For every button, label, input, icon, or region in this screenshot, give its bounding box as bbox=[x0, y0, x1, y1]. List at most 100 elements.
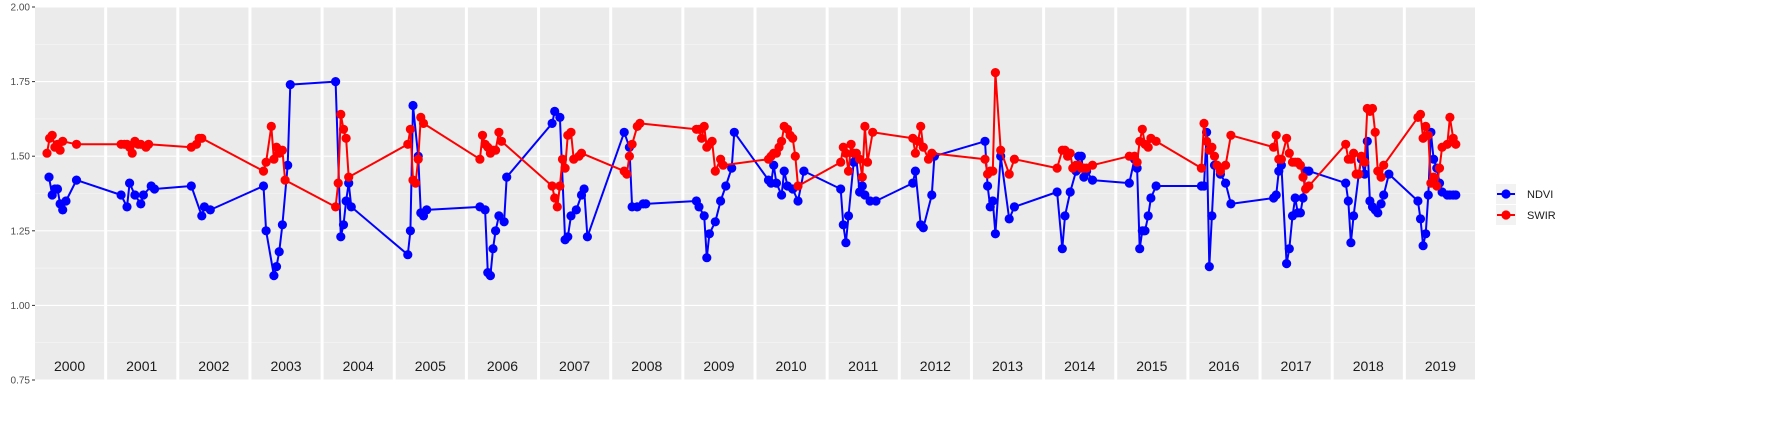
data-point-swir bbox=[496, 136, 507, 146]
data-point-ndvi bbox=[857, 181, 867, 191]
data-point-swir bbox=[576, 148, 587, 158]
data-point-swir bbox=[1137, 124, 1147, 134]
data-point-ndvi bbox=[1204, 262, 1214, 272]
data-point-swir bbox=[1298, 172, 1308, 182]
year-label-2019: 2019 bbox=[1425, 358, 1456, 374]
data-point-ndvi bbox=[1415, 214, 1426, 224]
data-point-swir bbox=[1432, 181, 1442, 191]
data-point-swir bbox=[980, 154, 990, 164]
data-point-ndvi bbox=[1087, 175, 1098, 185]
data-point-ndvi bbox=[1304, 166, 1314, 176]
data-point-swir bbox=[47, 130, 57, 140]
data-point-ndvi bbox=[836, 184, 846, 194]
data-point-swir bbox=[333, 178, 343, 188]
data-point-swir bbox=[552, 202, 562, 212]
data-point-ndvi bbox=[838, 220, 848, 230]
data-point-swir bbox=[1376, 172, 1386, 182]
year-label-2010: 2010 bbox=[775, 358, 806, 374]
data-point-swir bbox=[1226, 130, 1236, 140]
data-point-ndvi bbox=[1065, 187, 1075, 197]
data-point-swir bbox=[793, 181, 803, 191]
data-point-swir bbox=[566, 127, 576, 137]
data-point-swir bbox=[1202, 136, 1212, 146]
data-point-swir bbox=[836, 157, 846, 167]
data-point-swir bbox=[841, 148, 851, 158]
data-point-swir bbox=[1442, 139, 1452, 149]
data-point-ndvi bbox=[1423, 190, 1433, 200]
data-point-ndvi bbox=[499, 217, 509, 227]
data-point-swir bbox=[718, 160, 728, 170]
data-point-swir bbox=[697, 133, 707, 143]
data-point-swir bbox=[55, 145, 65, 155]
data-point-ndvi bbox=[125, 178, 135, 188]
data-point-ndvi bbox=[271, 262, 282, 272]
data-point-swir bbox=[860, 121, 870, 131]
data-point-swir bbox=[777, 136, 787, 146]
data-point-swir bbox=[494, 127, 504, 137]
data-point-ndvi bbox=[1124, 178, 1134, 188]
data-point-ndvi bbox=[1284, 244, 1294, 254]
data-point-ndvi bbox=[338, 220, 349, 230]
data-point-swir bbox=[418, 118, 429, 128]
data-point-swir bbox=[1379, 160, 1389, 170]
data-point-ndvi bbox=[841, 238, 851, 248]
data-point-swir bbox=[862, 157, 873, 167]
data-point-ndvi bbox=[699, 211, 709, 221]
data-point-swir bbox=[560, 163, 570, 173]
data-point-swir bbox=[341, 133, 351, 143]
data-point-swir bbox=[624, 151, 635, 161]
data-point-ndvi bbox=[547, 118, 557, 128]
data-point-swir bbox=[1421, 121, 1431, 131]
year-label-2015: 2015 bbox=[1136, 358, 1167, 374]
data-point-ndvi bbox=[1346, 238, 1356, 248]
data-point-swir bbox=[1221, 160, 1231, 170]
data-point-ndvi bbox=[52, 184, 63, 194]
data-point-ndvi bbox=[779, 166, 789, 176]
data-point-ndvi bbox=[136, 199, 146, 209]
data-point-ndvi bbox=[130, 190, 140, 200]
data-point-ndvi bbox=[716, 196, 726, 206]
data-point-ndvi bbox=[274, 247, 284, 257]
legend-key-point bbox=[1501, 189, 1511, 199]
data-point-ndvi bbox=[1135, 244, 1145, 254]
data-point-swir bbox=[699, 121, 709, 131]
year-label-2009: 2009 bbox=[703, 358, 734, 374]
data-point-swir bbox=[550, 193, 560, 203]
data-point-swir bbox=[1276, 154, 1286, 164]
data-point-ndvi bbox=[61, 196, 71, 206]
data-point-swir bbox=[1132, 157, 1142, 167]
year-label-2011: 2011 bbox=[848, 358, 878, 374]
data-point-swir bbox=[42, 148, 52, 158]
data-point-swir bbox=[1367, 103, 1378, 114]
data-point-swir bbox=[1429, 172, 1439, 182]
data-point-swir bbox=[331, 202, 341, 212]
data-point-swir bbox=[927, 148, 937, 158]
y-tick-label: 1.00 bbox=[11, 301, 31, 312]
data-point-swir bbox=[280, 175, 290, 185]
data-point-swir bbox=[1196, 163, 1206, 173]
year-label-2001: 2001 bbox=[126, 358, 157, 374]
data-point-swir bbox=[990, 68, 1001, 78]
data-point-ndvi bbox=[1290, 193, 1300, 203]
data-point-ndvi bbox=[283, 160, 293, 170]
data-point-ndvi bbox=[1143, 211, 1153, 221]
year-label-2000: 2000 bbox=[54, 358, 85, 374]
data-point-ndvi bbox=[1207, 211, 1217, 221]
data-point-swir bbox=[707, 136, 717, 146]
data-point-ndvi bbox=[1451, 190, 1461, 200]
data-point-ndvi bbox=[1429, 154, 1439, 164]
data-point-ndvi bbox=[403, 250, 413, 260]
data-point-ndvi bbox=[1413, 196, 1423, 206]
data-point-ndvi bbox=[1384, 169, 1394, 179]
data-point-swir bbox=[1354, 169, 1364, 179]
legend-label-swir: SWIR bbox=[1527, 210, 1556, 222]
data-point-ndvi bbox=[488, 244, 498, 254]
data-point-ndvi bbox=[1199, 181, 1209, 191]
data-point-swir bbox=[622, 169, 632, 179]
data-point-swir bbox=[918, 142, 928, 152]
data-point-swir bbox=[1451, 139, 1461, 149]
data-point-swir bbox=[1360, 157, 1370, 167]
data-point-ndvi bbox=[980, 136, 990, 146]
data-point-ndvi bbox=[1057, 244, 1067, 254]
